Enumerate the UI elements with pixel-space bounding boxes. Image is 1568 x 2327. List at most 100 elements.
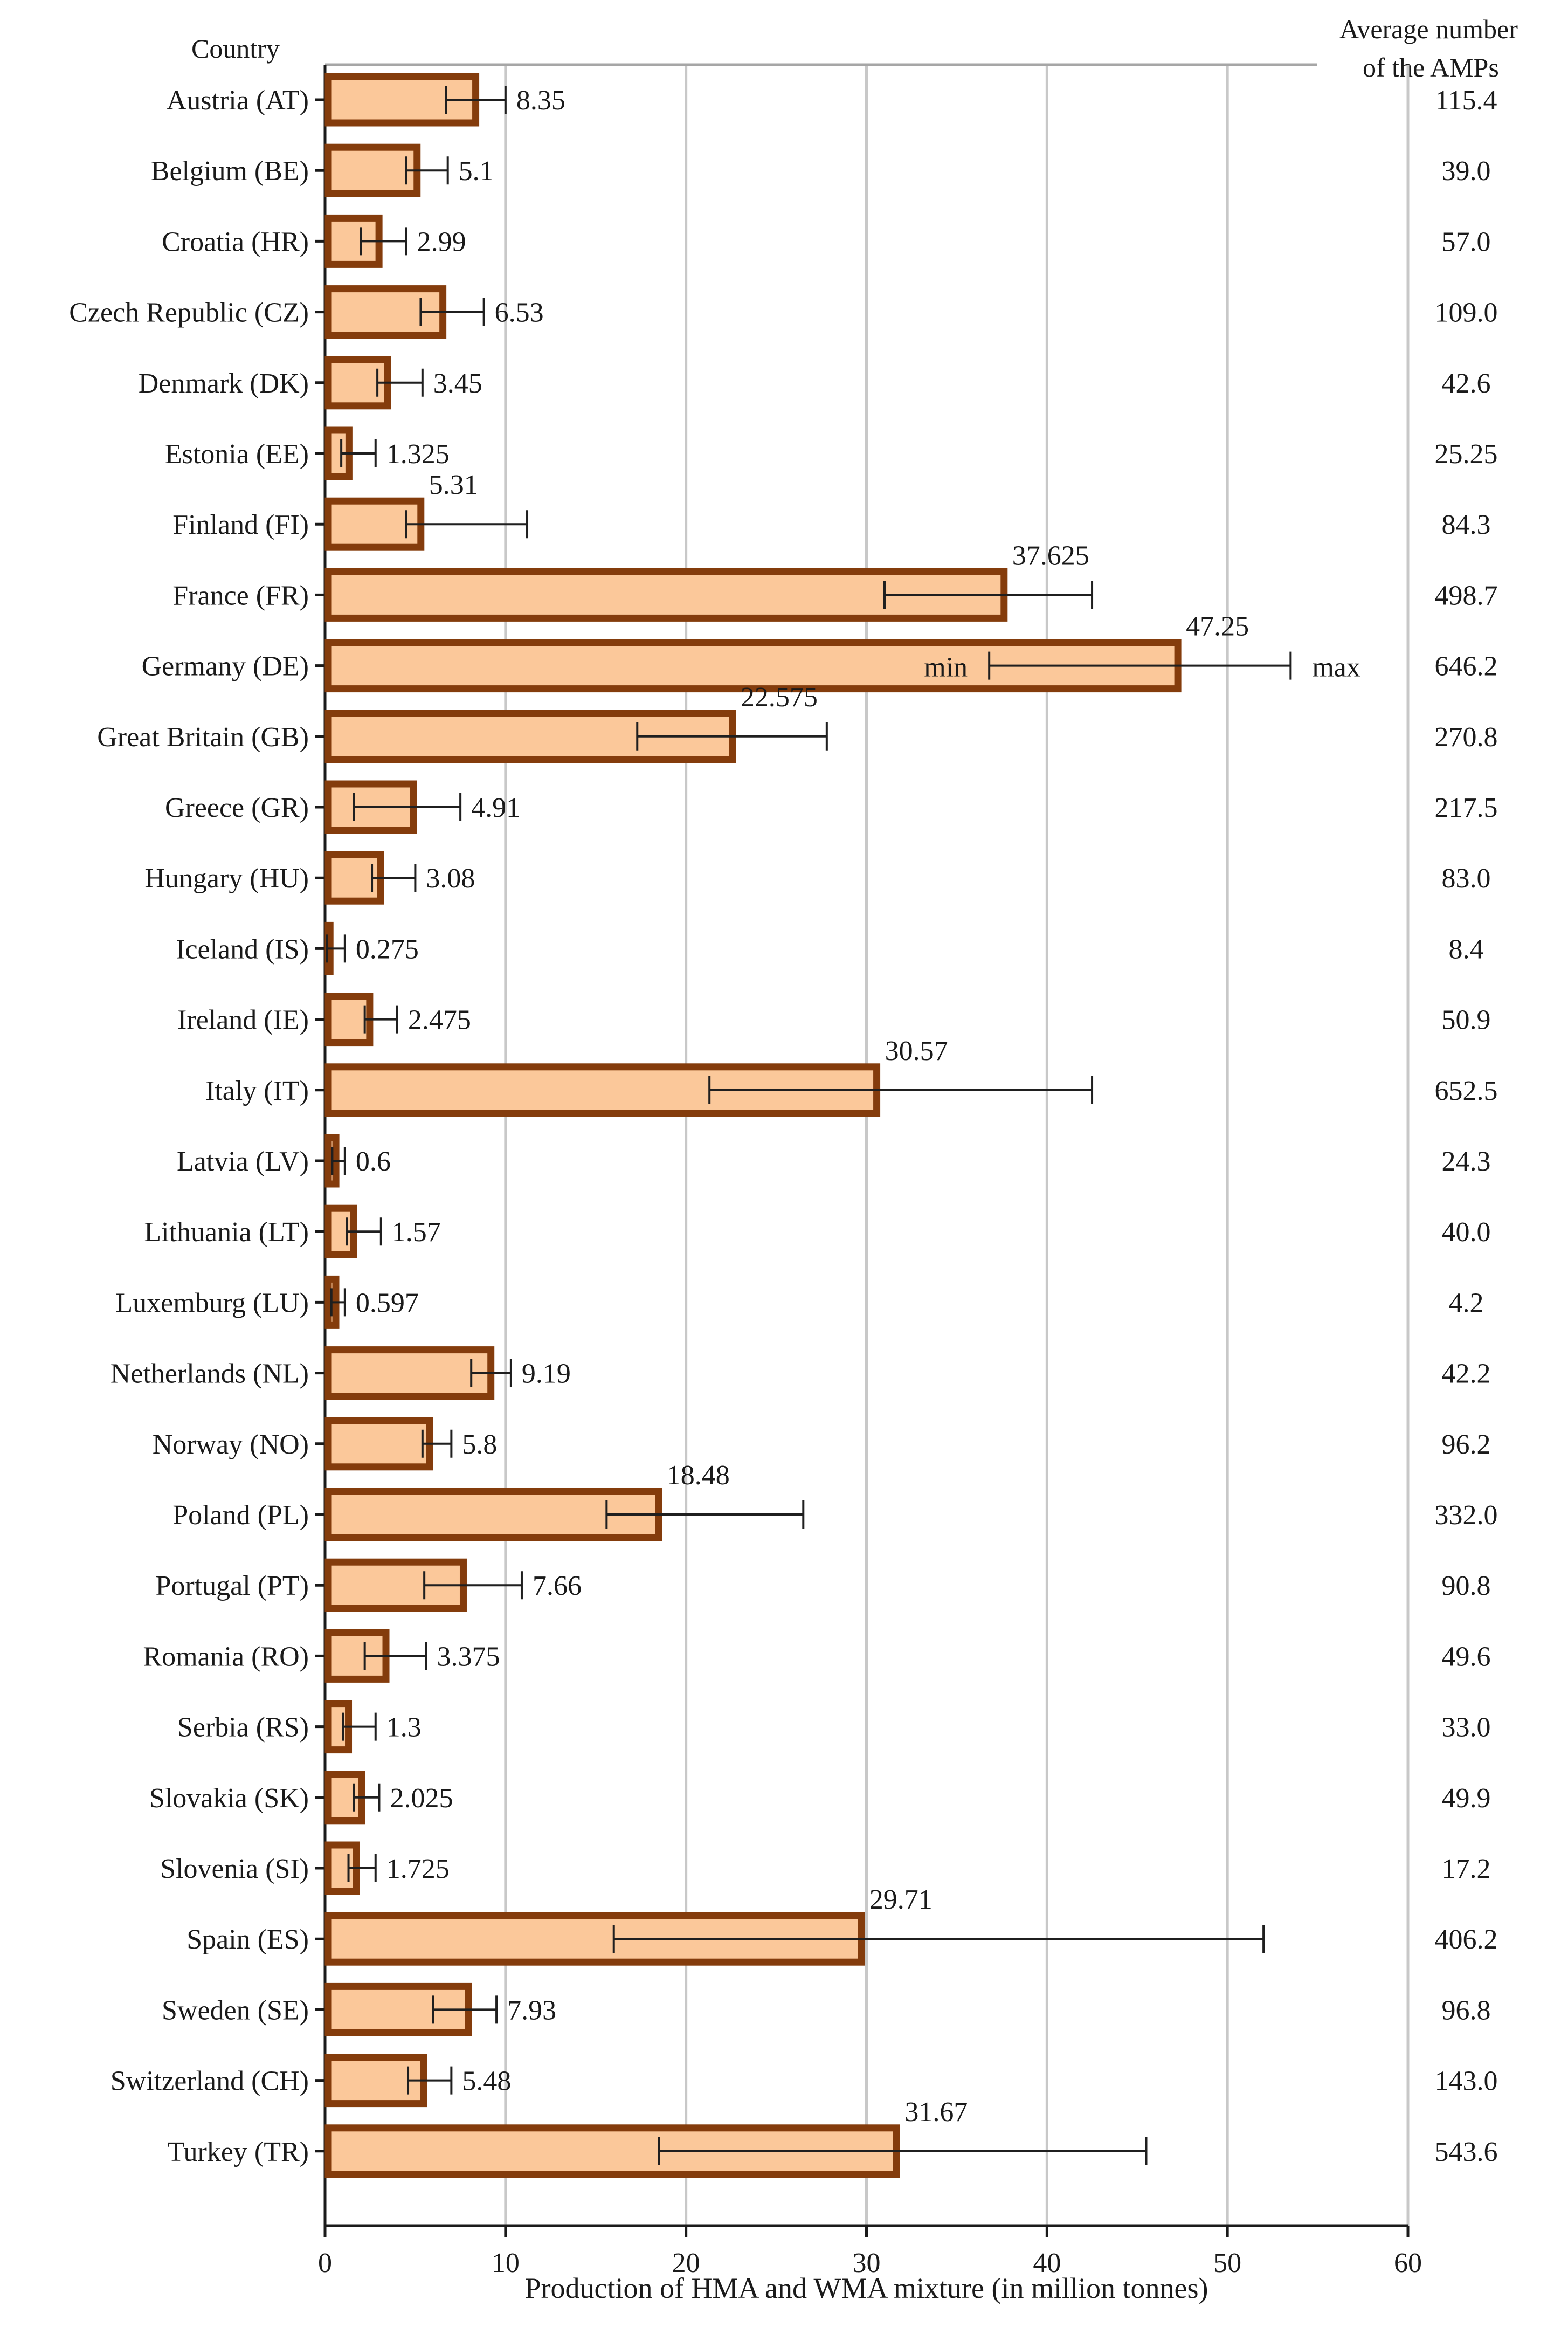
- amps-value: 4.2: [1449, 1288, 1484, 1318]
- value-label: 18.48: [667, 1460, 730, 1491]
- amps-value: 96.2: [1442, 1429, 1491, 1460]
- value-label: 30.57: [885, 1036, 948, 1066]
- amps-value: 40.0: [1442, 1217, 1491, 1248]
- amps-value: 39.0: [1442, 156, 1491, 187]
- value-label: 37.625: [1012, 540, 1089, 571]
- bar: [324, 1346, 495, 1400]
- value-label: 2.99: [417, 226, 466, 257]
- amps-value: 84.3: [1442, 510, 1491, 540]
- category-label: Lithuania (LT): [144, 1217, 309, 1248]
- bar: [324, 2054, 427, 2108]
- amps-column-header-line2: of the AMPs: [1363, 52, 1499, 82]
- value-label: 29.71: [869, 1884, 932, 1915]
- category-label: Poland (PL): [172, 1500, 309, 1531]
- value-label: 8.35: [516, 85, 565, 116]
- value-label: 7.66: [533, 1571, 582, 1601]
- value-label: 5.48: [462, 2066, 511, 2097]
- amps-value: 332.0: [1435, 1500, 1498, 1531]
- amps-value: 543.6: [1435, 2137, 1498, 2167]
- value-label: 2.025: [390, 1783, 453, 1814]
- x-tick-label: 30: [853, 2248, 881, 2278]
- category-label: Ireland (IE): [177, 1005, 309, 1036]
- category-label: Austria (AT): [167, 85, 309, 116]
- amps-value: 42.2: [1442, 1359, 1491, 1389]
- value-label: 3.375: [437, 1641, 500, 1672]
- value-label: 5.31: [429, 470, 478, 500]
- amps-value: 42.6: [1442, 368, 1491, 399]
- bar: [324, 214, 383, 268]
- bar: [324, 639, 1182, 693]
- value-label: 3.45: [433, 368, 482, 399]
- value-label: 0.597: [356, 1288, 419, 1318]
- amps-value: 90.8: [1442, 1571, 1491, 1601]
- category-label: Slovakia (SK): [149, 1783, 309, 1814]
- category-label: Iceland (IS): [176, 934, 309, 965]
- category-label: Netherlands (NL): [110, 1359, 309, 1389]
- category-label: Belgium (BE): [151, 156, 309, 187]
- amps-value: 406.2: [1435, 1924, 1498, 1955]
- x-tick-label: 0: [318, 2248, 332, 2278]
- value-label: 6.53: [495, 298, 544, 328]
- value-label: 1.57: [392, 1217, 441, 1248]
- amps-value: 109.0: [1435, 298, 1498, 328]
- amps-value: 498.7: [1435, 580, 1498, 611]
- x-tick-label: 40: [1033, 2248, 1061, 2278]
- bar: [324, 143, 421, 197]
- amps-value: 646.2: [1435, 651, 1498, 682]
- value-label: 5.8: [462, 1429, 497, 1460]
- value-label: 0.6: [356, 1146, 391, 1177]
- category-label: Denmark (DK): [139, 368, 309, 399]
- category-label: Latvia (LV): [177, 1146, 309, 1177]
- category-label: Luxemburg (LU): [115, 1288, 309, 1318]
- amps-column-header-line1: Average number: [1339, 14, 1518, 44]
- amps-value: 143.0: [1435, 2066, 1498, 2097]
- category-label: Estonia (EE): [165, 439, 309, 470]
- amps-value: 217.5: [1435, 793, 1498, 823]
- category-label: Slovenia (SI): [160, 1854, 309, 1884]
- category-label: Switzerland (CH): [110, 2066, 309, 2097]
- value-label: 4.91: [471, 793, 520, 823]
- category-label: Serbia (RS): [177, 1712, 309, 1743]
- x-tick-label: 20: [672, 2248, 700, 2278]
- max-annotation: max: [1312, 652, 1360, 683]
- x-tick-label: 50: [1213, 2248, 1241, 2278]
- amps-value: 270.8: [1435, 722, 1498, 753]
- x-tick-label: 60: [1394, 2248, 1422, 2278]
- amps-value: 24.3: [1442, 1146, 1491, 1177]
- value-label: 3.08: [426, 863, 475, 894]
- category-label: Great Britain (GB): [97, 722, 309, 753]
- category-label: France (FR): [172, 580, 309, 611]
- category-label: Italy (IT): [205, 1076, 309, 1106]
- category-label: Sweden (SE): [162, 1995, 309, 2026]
- category-label: Spain (ES): [186, 1924, 309, 1955]
- value-label: 1.3: [386, 1712, 422, 1743]
- bar: [324, 1417, 433, 1471]
- value-label: 0.275: [356, 934, 419, 965]
- amps-value: 652.5: [1435, 1076, 1498, 1106]
- value-label: 7.93: [507, 1995, 556, 2026]
- amps-value: 49.6: [1442, 1641, 1491, 1672]
- amps-value: 96.8: [1442, 1995, 1491, 2026]
- amps-value: 83.0: [1442, 863, 1491, 894]
- amps-value: 8.4: [1449, 934, 1484, 965]
- category-label: Hungary (HU): [144, 863, 309, 894]
- value-label: 9.19: [522, 1359, 571, 1389]
- category-label: Turkey (TR): [168, 2137, 309, 2167]
- amps-value: 25.25: [1435, 439, 1498, 470]
- amps-value: 50.9: [1442, 1005, 1491, 1036]
- bar: [324, 993, 374, 1047]
- x-tick-label: 10: [492, 2248, 520, 2278]
- category-label: Finland (FI): [172, 510, 309, 540]
- amps-value: 115.4: [1435, 85, 1497, 116]
- amps-value: 33.0: [1442, 1712, 1491, 1743]
- value-label: 1.725: [386, 1854, 450, 1884]
- amps-value: 57.0: [1442, 226, 1491, 257]
- category-label: Portugal (PT): [155, 1571, 309, 1601]
- x-axis-title: Production of HMA and WMA mixture (in mi…: [525, 2272, 1208, 2304]
- value-label: 2.475: [408, 1005, 471, 1036]
- country-column-header: Country: [191, 33, 280, 64]
- category-label: Croatia (HR): [162, 226, 309, 257]
- category-label: Norway (NO): [153, 1429, 309, 1460]
- value-label: 31.67: [904, 2097, 968, 2128]
